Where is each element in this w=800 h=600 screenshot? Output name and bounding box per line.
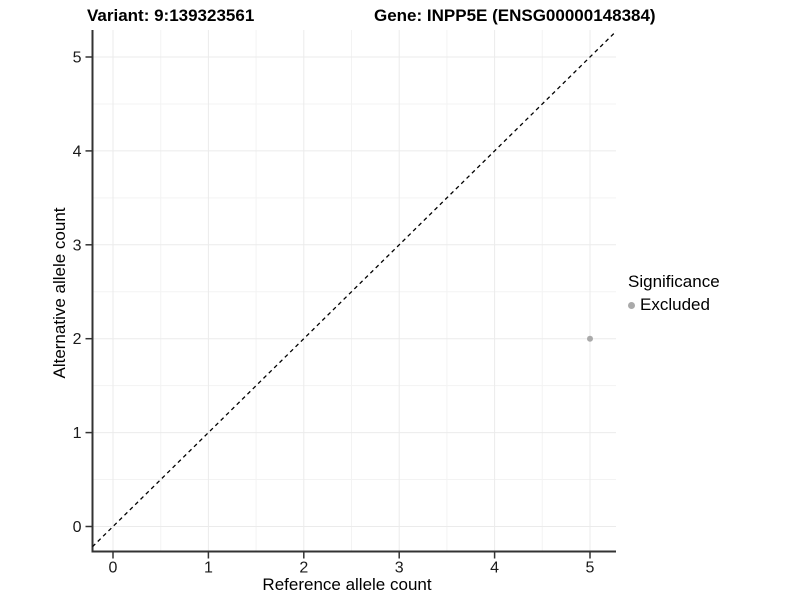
data-points bbox=[587, 335, 593, 342]
x-tick-label: 1 bbox=[204, 560, 213, 577]
y-tick-label: 0 bbox=[73, 519, 82, 536]
identity-line bbox=[92, 30, 616, 548]
plot-title-gene: Gene: INPP5E (ENSG00000148384) bbox=[374, 6, 656, 25]
y-axis-title: Alternative allele count bbox=[50, 207, 69, 379]
y-tick-label: 1 bbox=[73, 425, 82, 442]
y-tick-label: 2 bbox=[73, 331, 82, 348]
legend-title: Significance bbox=[628, 272, 720, 291]
x-axis-title: Reference allele count bbox=[262, 575, 432, 594]
x-tick-label: 4 bbox=[490, 560, 499, 577]
major-gridlines bbox=[92, 30, 616, 552]
legend: Significance Excluded bbox=[628, 272, 720, 315]
y-tick-label: 3 bbox=[73, 237, 82, 254]
x-tick-label: 2 bbox=[299, 560, 308, 577]
y-tick-labels: 0 1 2 3 4 5 bbox=[73, 50, 92, 536]
data-point bbox=[587, 335, 593, 342]
y-tick-label: 4 bbox=[73, 143, 82, 160]
minor-gridlines bbox=[92, 30, 616, 552]
x-tick-labels: 0 1 2 3 4 5 bbox=[109, 552, 595, 577]
axis-lines bbox=[91, 30, 616, 553]
legend-item-label: Excluded bbox=[640, 295, 710, 314]
x-tick-label: 3 bbox=[395, 560, 404, 577]
legend-point-icon bbox=[628, 301, 635, 309]
y-tick-label: 5 bbox=[73, 50, 82, 67]
x-tick-label: 5 bbox=[586, 560, 595, 577]
plot-title-variant: Variant: 9:139323561 bbox=[87, 6, 255, 25]
x-tick-label: 0 bbox=[109, 560, 118, 577]
legend-item-excluded: Excluded bbox=[628, 295, 720, 315]
